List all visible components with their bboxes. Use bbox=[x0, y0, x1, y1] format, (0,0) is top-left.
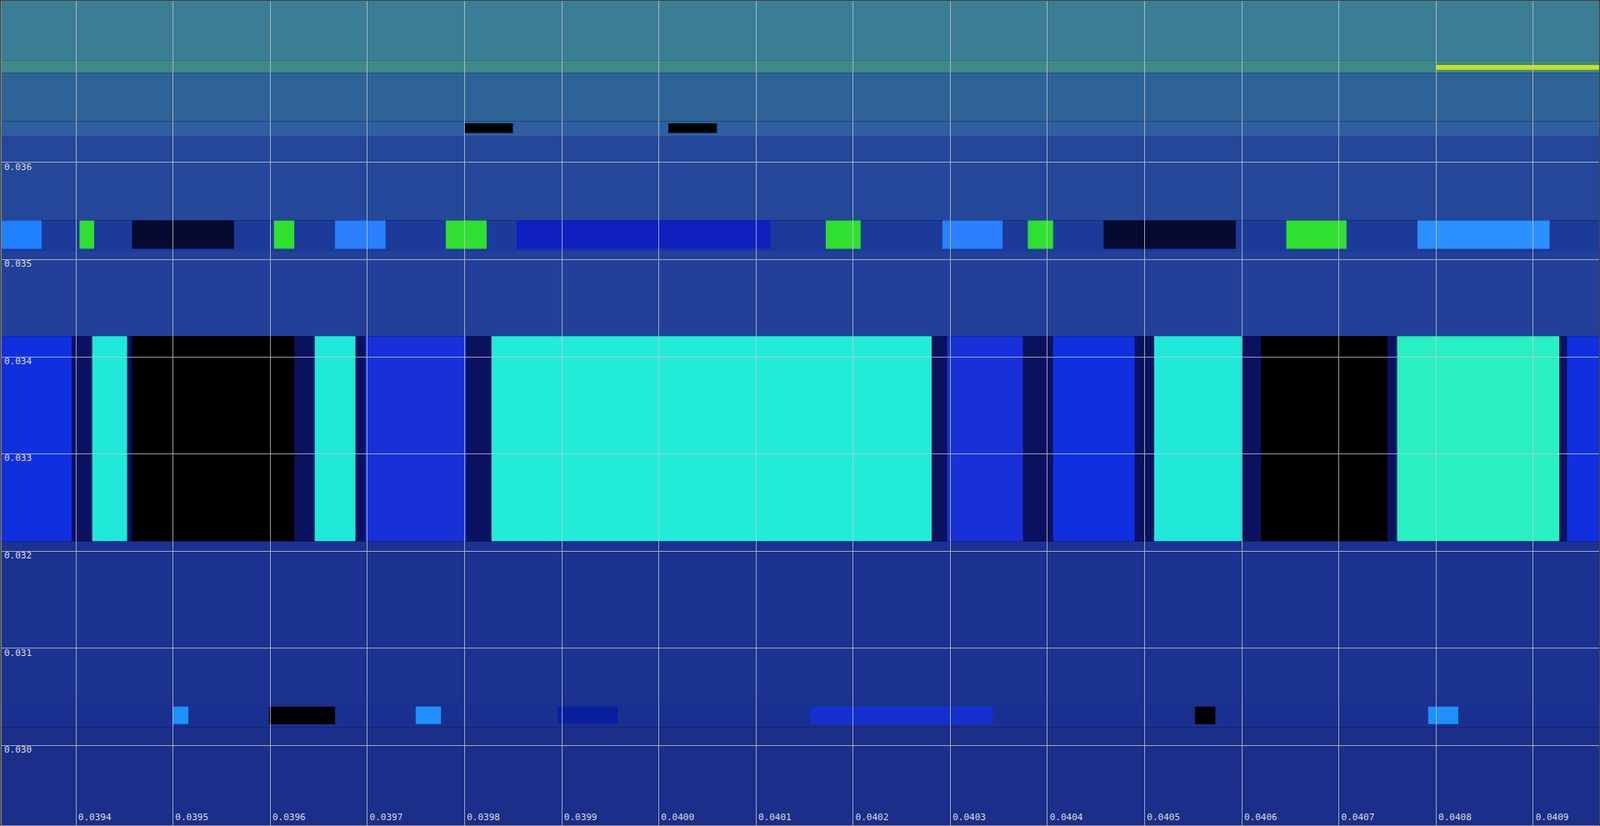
svg-text:0.0406: 0.0406 bbox=[1244, 811, 1278, 823]
svg-text:0.0408: 0.0408 bbox=[1438, 811, 1472, 823]
svg-text:0.0407: 0.0407 bbox=[1341, 811, 1375, 823]
svg-text:0.031: 0.031 bbox=[4, 647, 32, 659]
svg-text:0.0402: 0.0402 bbox=[855, 811, 890, 823]
svg-text:0.0395: 0.0395 bbox=[175, 811, 209, 823]
svg-text:0.0401: 0.0401 bbox=[758, 811, 792, 823]
svg-text:0.0396: 0.0396 bbox=[272, 811, 306, 823]
svg-text:0.0405: 0.0405 bbox=[1146, 811, 1180, 823]
svg-text:0.034: 0.034 bbox=[4, 355, 32, 367]
svg-text:0.0397: 0.0397 bbox=[370, 811, 404, 823]
svg-text:0.0398: 0.0398 bbox=[466, 811, 500, 823]
svg-text:0.0409: 0.0409 bbox=[1535, 811, 1570, 823]
svg-text:0.0399: 0.0399 bbox=[564, 811, 598, 823]
svg-text:0.0404: 0.0404 bbox=[1050, 811, 1084, 823]
svg-text:0.030: 0.030 bbox=[4, 744, 32, 755]
svg-text:0.036: 0.036 bbox=[4, 161, 32, 173]
svg-text:0.033: 0.033 bbox=[4, 452, 32, 464]
svg-text:0.0400: 0.0400 bbox=[660, 811, 695, 823]
svg-text:0.0394: 0.0394 bbox=[78, 811, 112, 823]
svg-text:0.035: 0.035 bbox=[4, 258, 32, 270]
svg-text:0.032: 0.032 bbox=[4, 550, 32, 561]
svg-text:0.0403: 0.0403 bbox=[952, 811, 986, 823]
